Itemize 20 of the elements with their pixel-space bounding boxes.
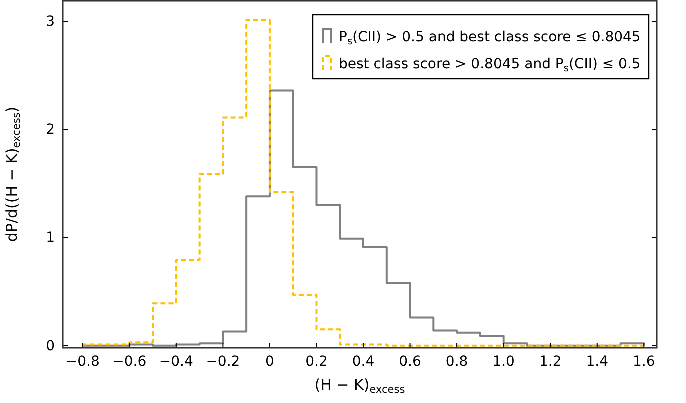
y-tick-label: 0 [46, 338, 55, 354]
x-tick-label: −0.4 [159, 354, 194, 370]
x-tick-label: 1.4 [586, 354, 609, 370]
y-tick-label: 3 [46, 14, 55, 30]
legend-label: best class score > 0.8045 and P$_{s}$(CII) ≤ 0.5 [339, 56, 641, 74]
y-tick-label: 2 [46, 122, 55, 138]
x-tick-label: −0.2 [206, 354, 240, 370]
x-tick-label: 0 [266, 354, 274, 370]
x-tick-label: 0.6 [399, 354, 422, 370]
x-axis-title: (H − K)$_{excess}$ [314, 376, 406, 396]
x-tick-label: 1.2 [539, 354, 562, 370]
y-tick-label: 1 [46, 230, 55, 246]
x-tick-label: 0.4 [352, 354, 375, 370]
x-tick-label: 1.6 [633, 354, 656, 370]
x-tick-label: 1.0 [492, 354, 515, 370]
x-tick-label: 0.8 [446, 354, 468, 370]
x-tick-label: 0.2 [306, 354, 328, 370]
x-tick-label: −0.8 [66, 354, 100, 370]
x-tick-label: −0.6 [112, 354, 147, 370]
legend-label: P$_{s}$(CII) > 0.5 and best class score ≤ 0.8045 [339, 30, 641, 47]
